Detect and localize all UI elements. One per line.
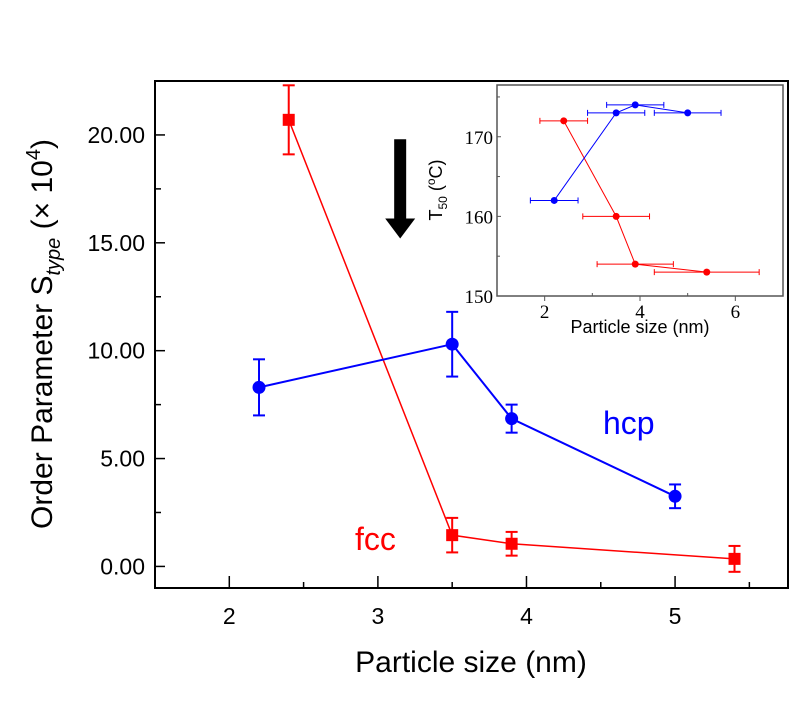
y-axis-title-close: )	[26, 139, 59, 149]
series-hcp	[252, 310, 682, 510]
main-y-tick-label: 15.00	[87, 230, 145, 256]
hcp-point	[668, 489, 682, 503]
main-y-tick-label: 5.00	[100, 446, 145, 472]
inset-y-tick-label: 160	[465, 207, 494, 228]
inset-x-tick-label: 2	[540, 302, 550, 323]
main-x-tick-label: 4	[520, 603, 533, 629]
main-y-tick-label: 0.00	[100, 553, 145, 579]
hcp-line	[258, 343, 676, 498]
inset-x-tick-label: 4	[635, 302, 645, 323]
inset-y-title-unit: C)	[426, 159, 446, 178]
main-y-ticks: 0.00 5.00 10.00 15.00 20.00	[87, 122, 165, 579]
hcp-point	[445, 337, 459, 351]
main-plot: 2 3 4 5 0.00 5.00 10.00 15.00 20.00 Particle si…	[23, 80, 789, 679]
arrow-shaft	[394, 139, 407, 219]
inset-hcp-point	[684, 109, 692, 117]
y-axis-title-subscript: type	[43, 238, 65, 276]
inset-fcc-point	[703, 268, 711, 276]
inset-hcp-line	[553, 104, 688, 201]
inset-y-title-main: T	[426, 210, 446, 221]
inset-background	[497, 85, 783, 296]
main-y-tick-label: 10.00	[87, 338, 145, 364]
y-axis-title-main: Order Parameter S	[26, 276, 59, 529]
main-series	[252, 84, 741, 573]
main-y-axis-title: Order Parameter Stype (× 104)	[23, 139, 65, 529]
fcc-point	[728, 552, 741, 565]
inset-fcc-point	[560, 117, 568, 125]
fcc-point	[446, 529, 459, 542]
hcp-point	[505, 412, 519, 426]
inset-x-ticks: 2 4 6	[540, 293, 740, 323]
inset-fcc-point	[612, 212, 620, 220]
main-x-tick-label: 2	[223, 603, 236, 629]
inset-series	[529, 101, 760, 276]
fcc-point	[282, 113, 295, 126]
inset-y-title-open: (	[426, 185, 446, 196]
inset-x-axis-title: Particle size (nm)	[570, 317, 709, 337]
series-fcc	[282, 84, 741, 573]
inset-y-axis-title: T50 (oC)	[424, 159, 450, 220]
fcc-line	[288, 119, 735, 560]
inset-y-ticks: 150 160 170	[465, 96, 501, 308]
inset-y-title-degree: o	[424, 178, 438, 185]
main-x-tick-label: 3	[371, 603, 384, 629]
inset-plot: 2 4 6 150 160 170 Particle size (nm) T50 (oC…	[424, 84, 784, 337]
main-x-tick-label: 5	[669, 603, 682, 629]
main-x-ticks: 2 3 4 5	[154, 576, 751, 629]
fcc-series-label: fcc	[355, 521, 396, 557]
arrow-head	[385, 218, 416, 239]
main-y-tick-label: 20.00	[87, 122, 145, 148]
inset-series-fcc	[539, 117, 760, 276]
inset-hcp-point	[631, 101, 639, 109]
hcp-point	[252, 380, 266, 394]
main-x-axis-title: Particle size (nm)	[355, 646, 587, 679]
inset-hcp-point	[612, 109, 620, 117]
down-arrow-icon	[385, 139, 416, 239]
y-axis-title-suffix: (× 10	[26, 160, 59, 238]
main-plot-frame	[154, 80, 789, 589]
inset-x-tick-label: 6	[731, 302, 741, 323]
inset-y-title-subscript: 50	[436, 196, 450, 210]
fcc-point	[505, 537, 518, 550]
inset-fcc-line	[563, 120, 707, 273]
y-axis-title-superscript: 4	[23, 149, 45, 160]
inset-y-tick-label: 150	[465, 287, 494, 308]
inset-series-hcp	[529, 101, 722, 204]
inset-y-tick-label: 170	[465, 128, 494, 149]
inset-hcp-point	[550, 196, 558, 204]
hcp-series-label: hcp	[603, 405, 655, 441]
inset-fcc-point	[631, 260, 639, 268]
